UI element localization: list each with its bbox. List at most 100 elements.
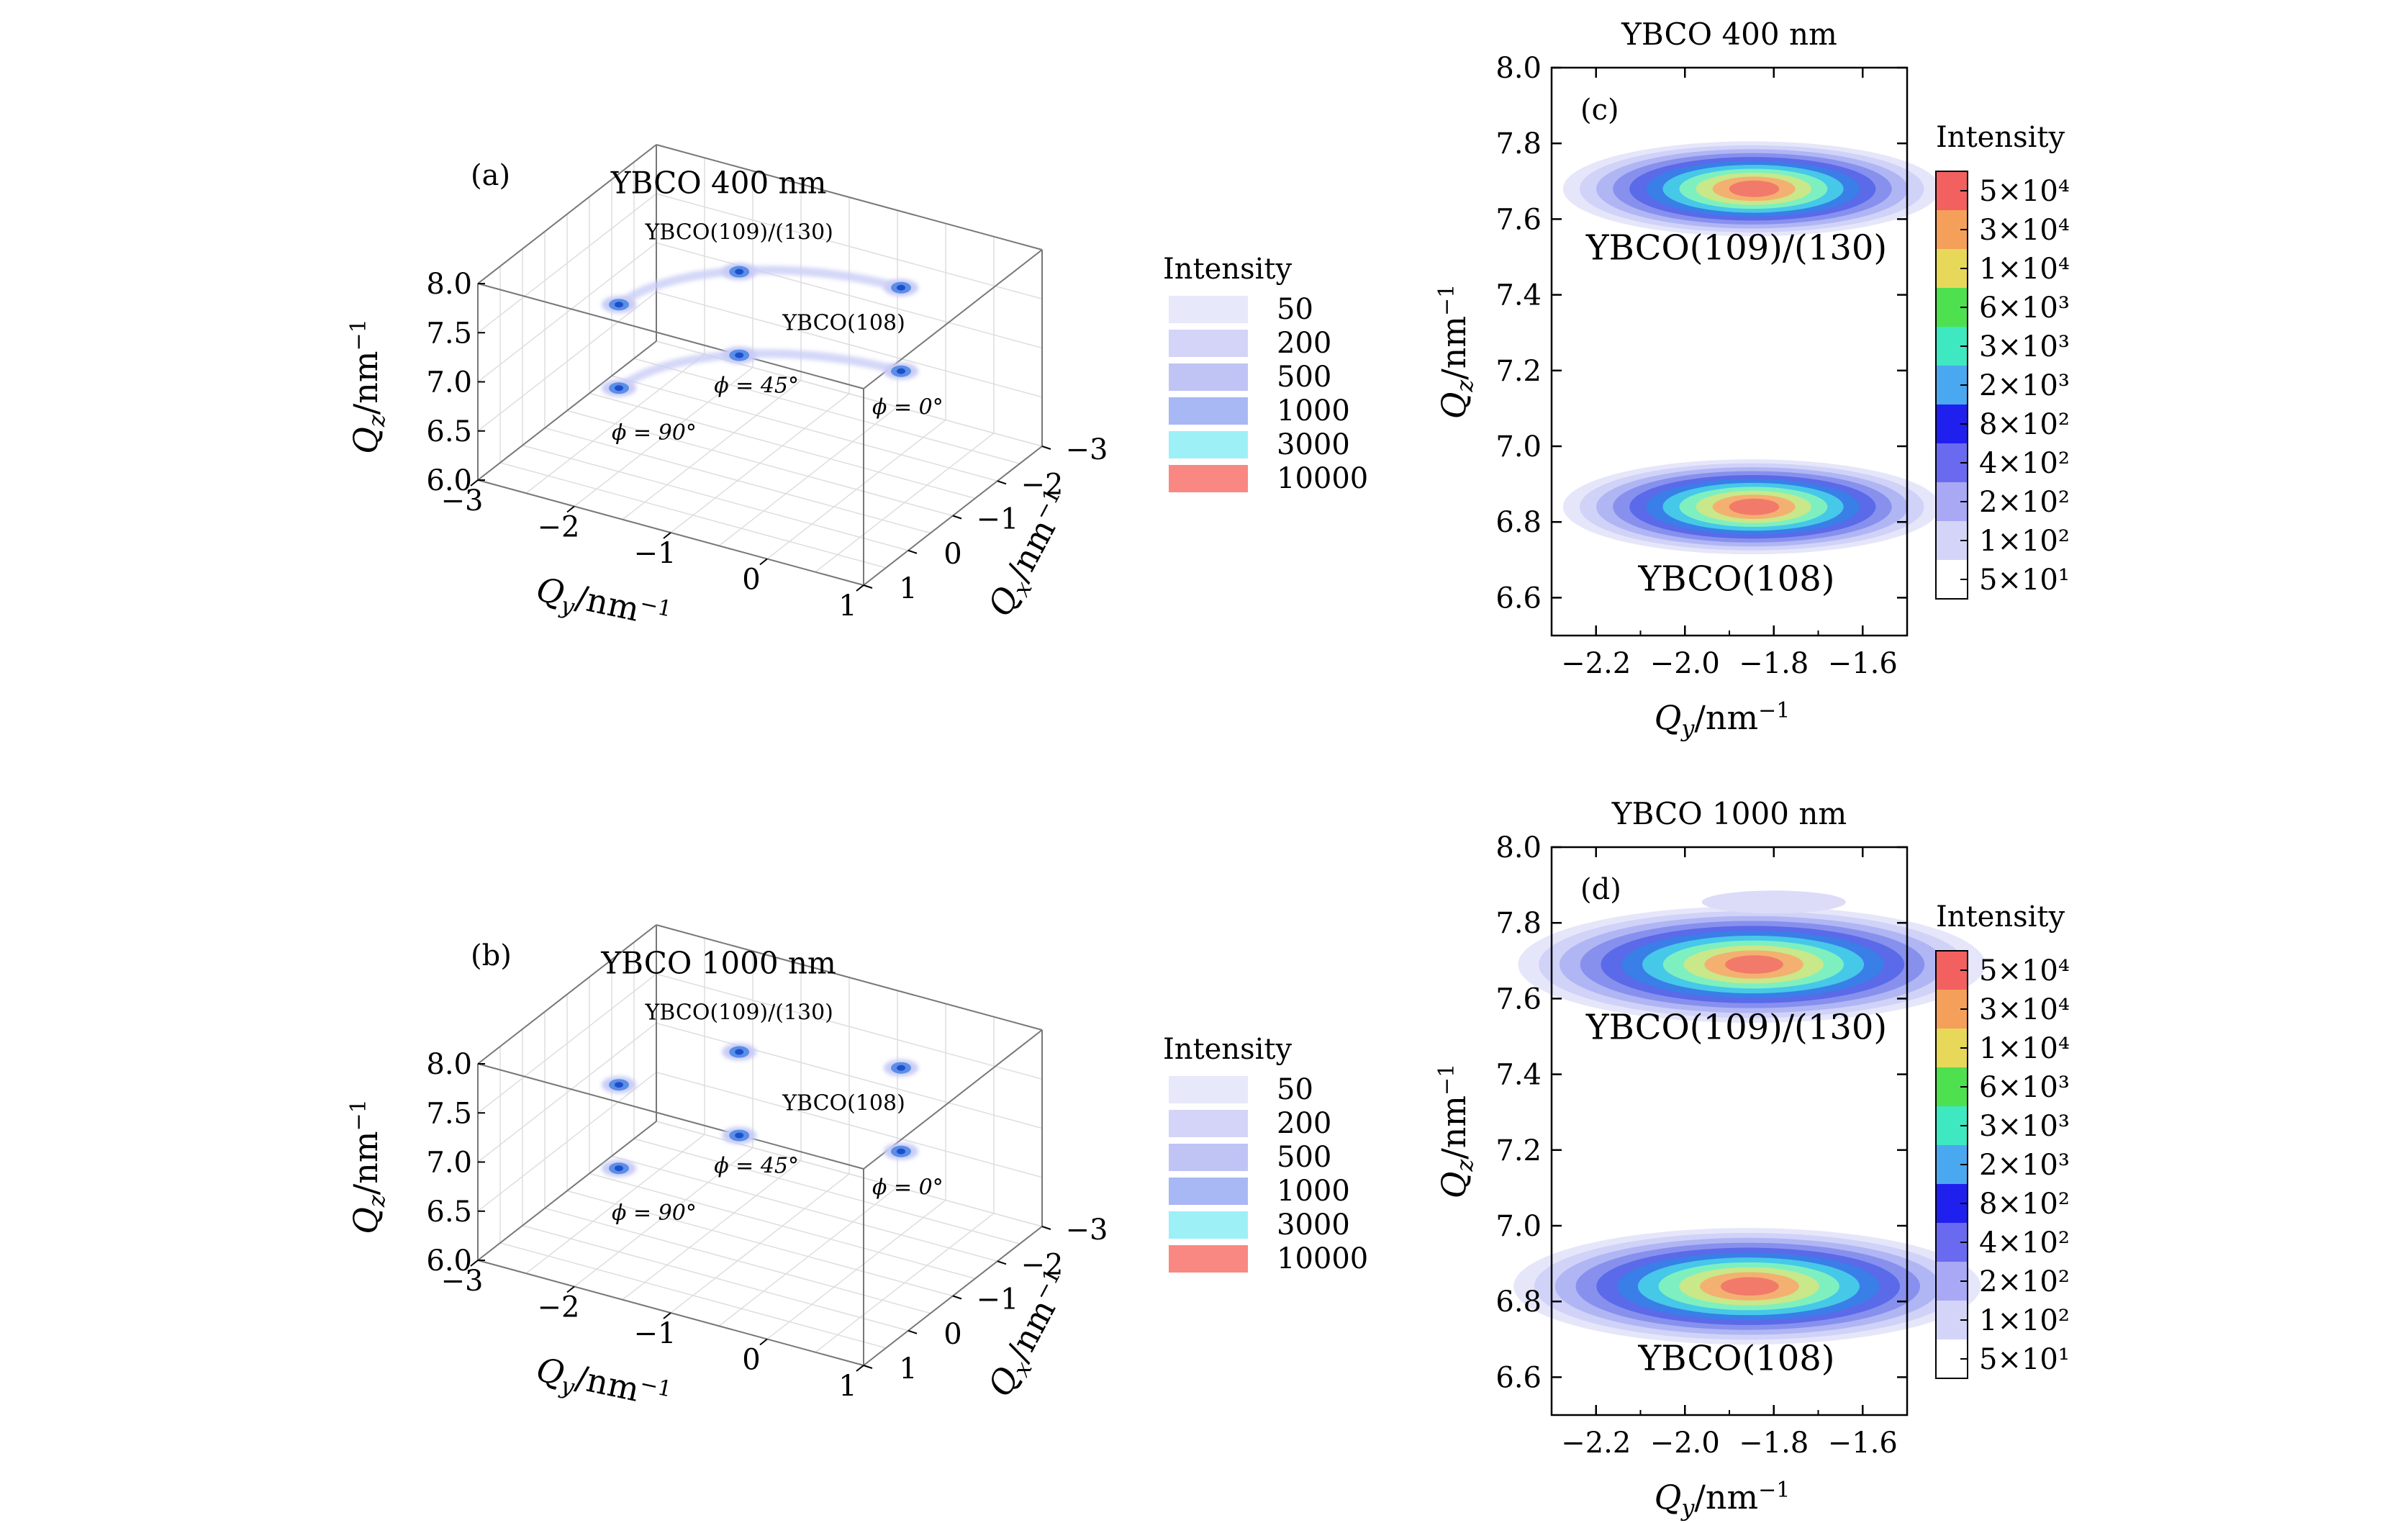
- peak-label-lower: YBCO(108): [1638, 559, 1835, 599]
- floor-grid-line: [499, 462, 887, 569]
- peak-core: [615, 385, 623, 392]
- axis-q: Q: [346, 1207, 385, 1234]
- qx-tick: [997, 1260, 1007, 1265]
- legend-title: Intensity: [1163, 253, 1292, 286]
- axis-sup: −1: [346, 319, 371, 351]
- qy-tick: [566, 505, 575, 513]
- annot-phi45: ϕ = 45°: [714, 1154, 799, 1179]
- zaxis-label: Qz/nm−1: [346, 319, 390, 454]
- x-tick-label: −2.2: [1561, 1427, 1631, 1460]
- qy-axis-label: Qy/nm−1: [533, 1350, 674, 1409]
- panel2d-(c): [1550, 66, 1968, 637]
- legend-label: 3000: [1277, 428, 1350, 461]
- contour-level: [1729, 498, 1780, 515]
- legend-label: 200: [1277, 327, 1331, 360]
- legend-label: 50: [1277, 293, 1313, 326]
- axis-unit: /nm: [1694, 1478, 1758, 1517]
- panel-title: YBCO 400 nm: [610, 166, 827, 201]
- colorbar-label: 2×10²: [1979, 486, 2070, 519]
- panel-title: YBCO 1000 nm: [600, 946, 836, 981]
- legend-label: 10000: [1277, 462, 1368, 495]
- peak-core: [615, 1082, 623, 1088]
- floor-grid-line: [766, 1199, 946, 1340]
- colorbar-label: 2×10³: [1979, 1149, 2070, 1182]
- panel-tag: (a): [471, 159, 510, 192]
- floor-grid-line: [544, 1207, 931, 1314]
- qy-tick-label: −3: [441, 484, 484, 518]
- x-axis-label: Qy/nm−1: [1655, 1478, 1791, 1522]
- y-tick-label: 7.4: [1495, 1059, 1542, 1092]
- zaxis-label: Qz/nm−1: [346, 1099, 390, 1234]
- peak-core: [735, 268, 744, 275]
- y-tick-label: 6.6: [1495, 1361, 1542, 1394]
- qy-tick: [566, 1285, 575, 1293]
- legend-title: Intensity: [1163, 1033, 1292, 1066]
- wall-grid-line: [656, 1072, 1043, 1178]
- floor-grid-line: [566, 410, 954, 517]
- wall-grid-line: [656, 193, 1043, 299]
- panel-title: YBCO 400 nm: [1621, 17, 1837, 52]
- annot-upper: YBCO(109)/(130): [644, 1000, 833, 1026]
- y-axis-label-text: Qz/nm−1: [1434, 1064, 1478, 1199]
- qy-tick-label: −1: [634, 537, 676, 570]
- legend-swatch: [1169, 431, 1248, 458]
- x-tick-label: −2.0: [1650, 647, 1720, 680]
- y-tick-label: 7.4: [1495, 279, 1542, 312]
- qx-tick-label: 0: [943, 1318, 961, 1351]
- axis-sup: −1: [1758, 698, 1790, 723]
- y-axis-label: Qz/nm−1: [1434, 1064, 1478, 1199]
- x-axis-label-text: Qy/nm−1: [1655, 1478, 1791, 1522]
- contour-level: [1729, 180, 1780, 197]
- floor-grid-line: [566, 1190, 954, 1297]
- floor-grid-line: [522, 1225, 909, 1332]
- x-tick-label: −1.8: [1739, 1427, 1809, 1460]
- axis-sup: −1: [1758, 1478, 1790, 1503]
- qy-tick: [759, 1338, 768, 1346]
- annot-upper: YBCO(109)/(130): [644, 220, 833, 245]
- colorbar-label: 3×10⁴: [1979, 214, 2070, 247]
- axis-sub: y: [1680, 715, 1695, 742]
- annot-phi0: ϕ = 0°: [872, 395, 943, 420]
- qx-tick: [997, 480, 1007, 485]
- annot-phi90: ϕ = 90°: [612, 420, 697, 446]
- qy-tick: [663, 532, 671, 539]
- wall-grid-line: [656, 973, 1043, 1080]
- qy-tick: [856, 1365, 864, 1372]
- colorbar-label: 2×10³: [1979, 369, 2070, 402]
- peak-core: [897, 1148, 905, 1154]
- colorbar-label: 2×10²: [1979, 1265, 2070, 1298]
- qy-tick-label: 0: [742, 564, 760, 597]
- y-tick-label: 7.6: [1495, 203, 1542, 236]
- x-axis-label: Qy/nm−1: [1655, 698, 1791, 742]
- peak-label-upper: YBCO(109)/(130): [1585, 1008, 1887, 1048]
- y-tick-label: 6.6: [1495, 582, 1542, 615]
- y-tick-label: 8.0: [1495, 831, 1542, 864]
- qx-tick-label: −3: [1066, 1214, 1108, 1247]
- axis-sub: z: [1451, 1159, 1478, 1172]
- qx-tick: [952, 1295, 962, 1300]
- panel3d-(a): [470, 144, 1051, 592]
- z-tick-label: 7.0: [426, 1147, 472, 1180]
- qy-axis-label: Qy/nm−1: [533, 569, 674, 629]
- qy-tick: [470, 479, 479, 487]
- legend-swatch: [1169, 1144, 1248, 1171]
- qy-tick-label: 1: [838, 589, 856, 623]
- peak-core: [615, 1165, 623, 1172]
- colorbar-label: 5×10⁴: [1979, 175, 2070, 208]
- qy-tick-label: 1: [838, 1370, 856, 1403]
- colorbar-label: 1×10⁴: [1979, 253, 2070, 286]
- z-tick-label: 7.5: [426, 317, 472, 350]
- qy-tick: [470, 1260, 479, 1267]
- floor-grid-line: [544, 427, 931, 534]
- axis-q: Q: [346, 427, 385, 454]
- legend-swatch: [1169, 296, 1248, 323]
- x-tick-label: −2.0: [1650, 1427, 1720, 1460]
- qx-tick-label: 0: [943, 538, 961, 571]
- qx-tick-label: −2: [1021, 1248, 1064, 1281]
- panel3d-(b): [470, 924, 1051, 1372]
- zaxis-label-text: Qz/nm−1: [346, 1099, 390, 1234]
- peak-core: [897, 1065, 905, 1071]
- y-tick-label: 7.0: [1495, 430, 1542, 464]
- legend-swatch: [1169, 1076, 1248, 1103]
